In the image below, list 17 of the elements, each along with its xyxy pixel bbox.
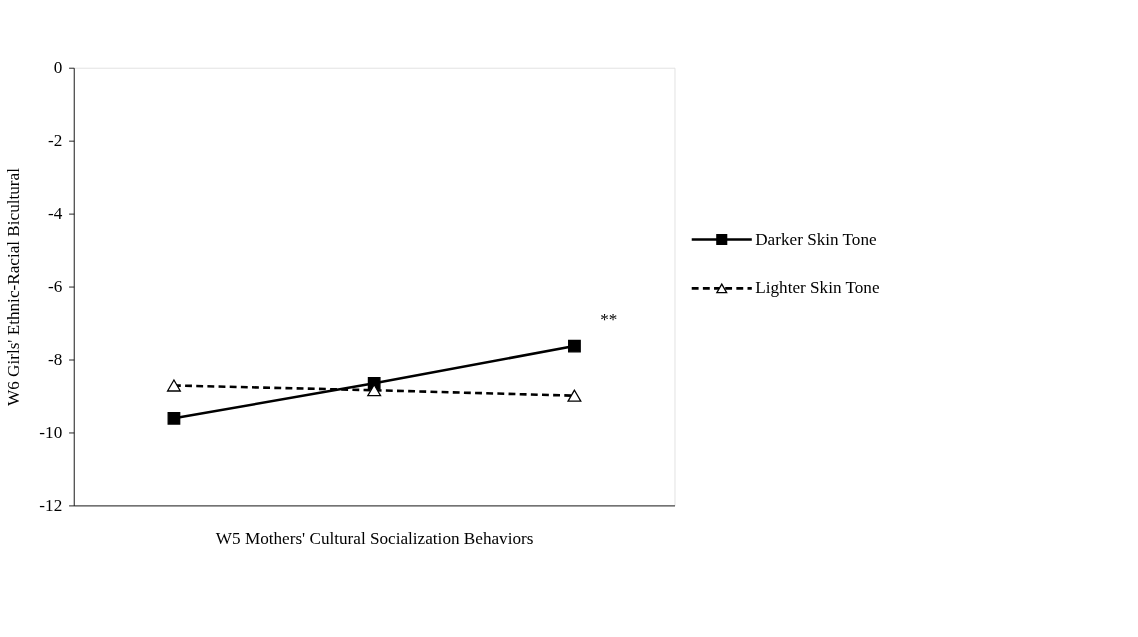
point [367,384,382,397]
y-tick-label: -10 [39,423,63,443]
point [166,379,181,392]
point [567,389,582,402]
legend-label: Darker Skin Tone [755,229,878,249]
x-axis-title: W5 Mothers' Cultural Socialization Behaviors [215,528,534,548]
y-tick-label: -8 [47,350,63,370]
annotation: ** [600,310,618,330]
y-tick-label: -4 [47,204,63,224]
y-tick-label: -2 [47,131,63,151]
y-axis-title: W6 Girls' Ethnic-Racial Bicultural [3,167,23,407]
legend-label: Lighter Skin Tone [755,278,880,298]
point [568,339,581,353]
point [167,411,181,425]
y-tick-label: -6 [47,277,63,297]
y-tick-label: 0 [53,58,63,78]
y-tick-label: -12 [39,496,63,516]
